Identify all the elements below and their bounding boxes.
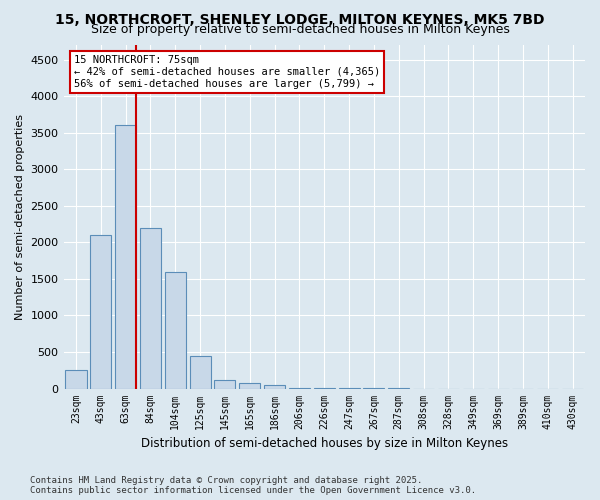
Text: 15 NORTHCROFT: 75sqm
← 42% of semi-detached houses are smaller (4,365)
56% of se: 15 NORTHCROFT: 75sqm ← 42% of semi-detac…	[74, 56, 380, 88]
Bar	[90, 235, 112, 388]
Bar	[65, 370, 86, 388]
Text: Size of property relative to semi-detached houses in Milton Keynes: Size of property relative to semi-detach…	[91, 22, 509, 36]
Bar	[165, 272, 186, 388]
Bar	[115, 126, 136, 388]
Bar	[239, 382, 260, 388]
X-axis label: Distribution of semi-detached houses by size in Milton Keynes: Distribution of semi-detached houses by …	[141, 437, 508, 450]
Bar	[264, 385, 285, 388]
Text: 15, NORTHCROFT, SHENLEY LODGE, MILTON KEYNES, MK5 7BD: 15, NORTHCROFT, SHENLEY LODGE, MILTON KE…	[55, 12, 545, 26]
Bar	[214, 380, 235, 388]
Bar	[190, 356, 211, 388]
Bar	[140, 228, 161, 388]
Text: Contains HM Land Registry data © Crown copyright and database right 2025.
Contai: Contains HM Land Registry data © Crown c…	[30, 476, 476, 495]
Y-axis label: Number of semi-detached properties: Number of semi-detached properties	[15, 114, 25, 320]
